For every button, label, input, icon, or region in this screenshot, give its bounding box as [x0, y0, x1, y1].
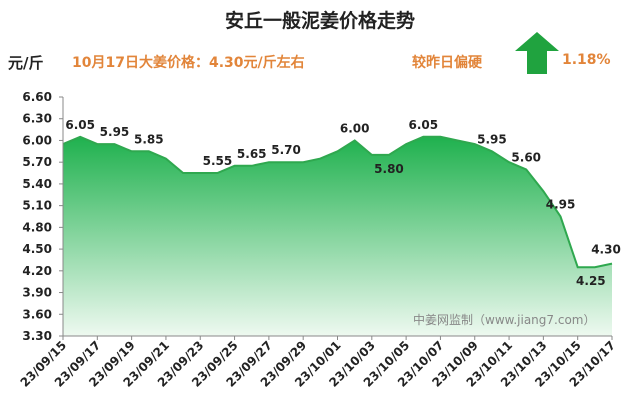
data-label: 4.95: [546, 198, 576, 212]
up-arrow-icon: [515, 32, 559, 74]
data-label: 6.05: [408, 118, 438, 132]
y-tick-label: 5.40: [22, 177, 52, 191]
data-label: 5.70: [271, 143, 301, 157]
data-label: 5.80: [374, 162, 404, 176]
price-note: 10月17日大姜价格：4.30元/斤左右: [72, 55, 305, 71]
data-label-layer: 6.05 5.95 5.85 5.55 5.65 5.70 6.00 5.80 6.05 5.95…: [65, 118, 620, 288]
data-label: 5.65: [237, 147, 267, 161]
data-label: 4.30: [591, 243, 621, 257]
y-tick-label: 4.50: [22, 242, 52, 256]
data-label: 6.00: [340, 121, 370, 135]
change-percent: 1.18%: [562, 52, 611, 68]
watermark: 中姜网监制（www.jiang7.com）: [413, 312, 595, 327]
y-tick-label: 6.30: [22, 112, 52, 126]
unit-label: 元/斤: [8, 54, 44, 72]
chart-title: 安丘一般泥姜价格走势: [224, 10, 415, 32]
y-tick-label: 6.60: [22, 90, 52, 104]
price-line: [62, 135, 613, 269]
data-label: 5.95: [477, 132, 507, 146]
y-tick-label: 3.30: [22, 329, 52, 343]
data-label: 5.60: [511, 150, 541, 164]
data-label: 5.55: [203, 154, 233, 168]
compare-note: 较昨日偏硬: [412, 55, 482, 71]
y-tick-label: 5.10: [22, 199, 52, 213]
y-tick-label: 4.20: [22, 264, 52, 278]
y-tick-label: 3.90: [22, 286, 52, 300]
area-layer: [62, 135, 613, 336]
data-label: 4.25: [576, 274, 606, 288]
data-label: 6.05: [65, 118, 95, 132]
price-area: [63, 136, 612, 336]
data-label: 5.95: [100, 125, 130, 139]
y-tick-label: 5.70: [22, 155, 52, 169]
y-tick-label: 6.00: [22, 133, 52, 147]
data-label: 5.85: [134, 132, 164, 146]
y-tick-label: 4.80: [22, 220, 52, 234]
y-tick-label: 3.60: [22, 307, 52, 321]
